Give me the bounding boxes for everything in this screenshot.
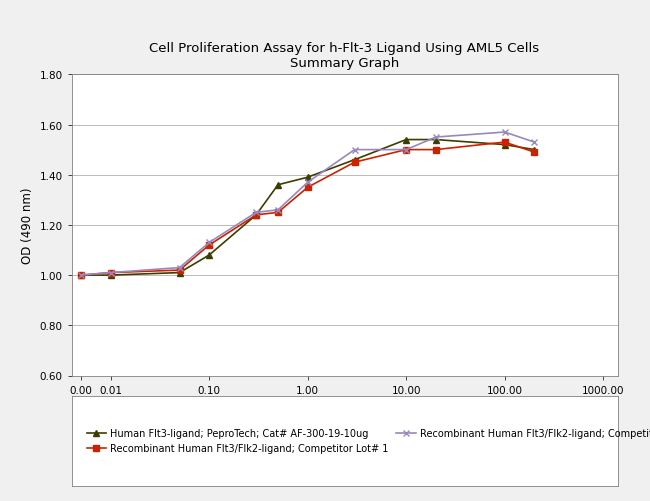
- Recombinant Human Flt3/Flk2-ligand; Competitor Lot# 2: [252, 210, 260, 216]
- Human Flt3-ligand; PeproTech; Cat# AF-300-19-10ug: [500, 142, 508, 148]
- Recombinant Human Flt3/Flk2-ligand; Competitor Lot# 2: [530, 140, 538, 146]
- Human Flt3-ligand; PeproTech; Cat# AF-300-19-10ug: [176, 270, 183, 276]
- Recombinant Human Flt3/Flk2-ligand; Competitor Lot# 1: [77, 273, 85, 279]
- Recombinant Human Flt3/Flk2-ligand; Competitor Lot# 1: [402, 147, 410, 153]
- Recombinant Human Flt3/Flk2-ligand; Competitor Lot# 2: [304, 180, 311, 186]
- Human Flt3-ligand; PeproTech; Cat# AF-300-19-10ug: [304, 175, 311, 181]
- Human Flt3-ligand; PeproTech; Cat# AF-300-19-10ug: [77, 273, 85, 279]
- Human Flt3-ligand; PeproTech; Cat# AF-300-19-10ug: [274, 182, 282, 188]
- Recombinant Human Flt3/Flk2-ligand; Competitor Lot# 1: [205, 242, 213, 248]
- Line: Human Flt3-ligand; PeproTech; Cat# AF-300-19-10ug: Human Flt3-ligand; PeproTech; Cat# AF-30…: [78, 137, 537, 279]
- Recombinant Human Flt3/Flk2-ligand; Competitor Lot# 1: [274, 210, 282, 216]
- Recombinant Human Flt3/Flk2-ligand; Competitor Lot# 2: [107, 270, 114, 276]
- Line: Recombinant Human Flt3/Flk2-ligand; Competitor Lot# 1: Recombinant Human Flt3/Flk2-ligand; Comp…: [78, 140, 537, 279]
- Human Flt3-ligand; PeproTech; Cat# AF-300-19-10ug: [402, 137, 410, 143]
- Human Flt3-ligand; PeproTech; Cat# AF-300-19-10ug: [432, 137, 439, 143]
- Recombinant Human Flt3/Flk2-ligand; Competitor Lot# 1: [432, 147, 439, 153]
- Human Flt3-ligand; PeproTech; Cat# AF-300-19-10ug: [530, 147, 538, 153]
- Recombinant Human Flt3/Flk2-ligand; Competitor Lot# 1: [176, 268, 183, 274]
- Recombinant Human Flt3/Flk2-ligand; Competitor Lot# 2: [351, 147, 359, 153]
- Recombinant Human Flt3/Flk2-ligand; Competitor Lot# 1: [351, 160, 359, 166]
- Recombinant Human Flt3/Flk2-ligand; Competitor Lot# 2: [205, 240, 213, 246]
- Human Flt3-ligand; PeproTech; Cat# AF-300-19-10ug: [107, 273, 114, 279]
- Recombinant Human Flt3/Flk2-ligand; Competitor Lot# 1: [500, 140, 508, 146]
- X-axis label: h-Flt3-Ligand (ng/ml) [log scale]: h-Flt3-Ligand (ng/ml) [log scale]: [250, 400, 439, 413]
- Recombinant Human Flt3/Flk2-ligand; Competitor Lot# 2: [500, 130, 508, 136]
- Human Flt3-ligand; PeproTech; Cat# AF-300-19-10ug: [351, 157, 359, 163]
- Recombinant Human Flt3/Flk2-ligand; Competitor Lot# 2: [274, 207, 282, 213]
- Y-axis label: OD (490 nm): OD (490 nm): [21, 187, 34, 264]
- Recombinant Human Flt3/Flk2-ligand; Competitor Lot# 1: [107, 270, 114, 276]
- Recombinant Human Flt3/Flk2-ligand; Competitor Lot# 2: [432, 135, 439, 141]
- Line: Recombinant Human Flt3/Flk2-ligand; Competitor Lot# 2: Recombinant Human Flt3/Flk2-ligand; Comp…: [77, 129, 538, 279]
- Recombinant Human Flt3/Flk2-ligand; Competitor Lot# 2: [77, 273, 85, 279]
- Human Flt3-ligand; PeproTech; Cat# AF-300-19-10ug: [252, 212, 260, 218]
- Recombinant Human Flt3/Flk2-ligand; Competitor Lot# 2: [176, 265, 183, 271]
- Recombinant Human Flt3/Flk2-ligand; Competitor Lot# 1: [304, 185, 311, 191]
- Title: Cell Proliferation Assay for h-Flt-3 Ligand Using AML5 Cells
Summary Graph: Cell Proliferation Assay for h-Flt-3 Lig…: [150, 42, 540, 70]
- Recombinant Human Flt3/Flk2-ligand; Competitor Lot# 2: [402, 147, 410, 153]
- Recombinant Human Flt3/Flk2-ligand; Competitor Lot# 1: [530, 150, 538, 156]
- Legend: Human Flt3-ligand; PeproTech; Cat# AF-300-19-10ug, Recombinant Human Flt3/Flk2-l: Human Flt3-ligand; PeproTech; Cat# AF-30…: [82, 424, 650, 458]
- Human Flt3-ligand; PeproTech; Cat# AF-300-19-10ug: [205, 253, 213, 259]
- Recombinant Human Flt3/Flk2-ligand; Competitor Lot# 1: [252, 212, 260, 218]
